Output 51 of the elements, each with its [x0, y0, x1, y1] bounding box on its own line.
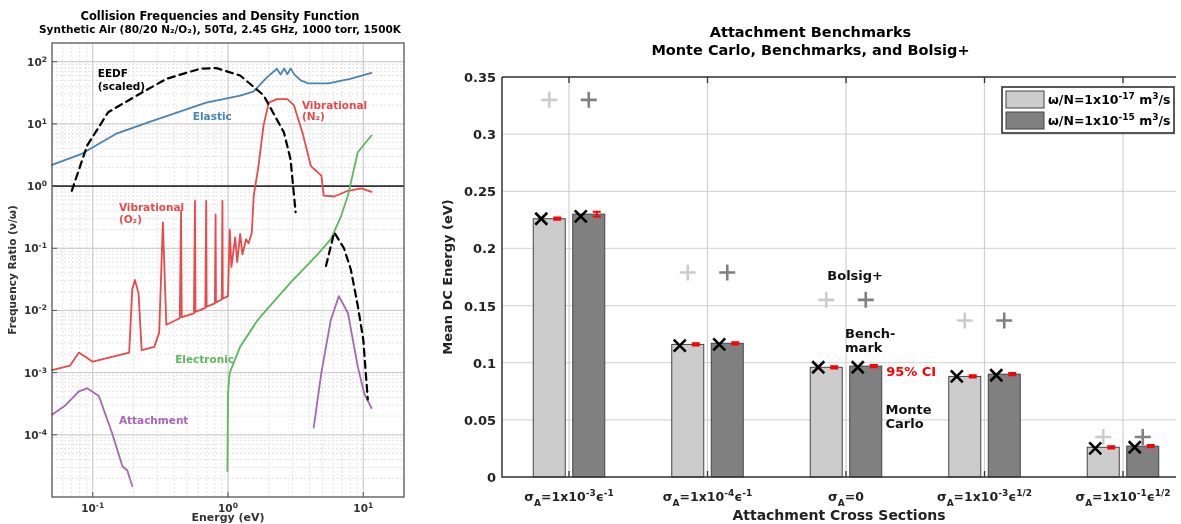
chart-subtitle: Monte Carlo, Benchmarks, and Bolsig+: [651, 42, 970, 58]
chart-subtitle: Synthetic Air (80/20 N₂/O₂), 50Td, 2.45 GHz, 1000 torr, 1500K: [39, 23, 402, 35]
x-tick-label: 10$^{0}$: [218, 500, 238, 514]
y-tick-label: 10$^{0}$: [27, 178, 47, 193]
x-tick-label: σ$_{A}$=1x10$^{-4}$ϵ$^{-1}$: [662, 488, 753, 508]
annotation: Vibrational (O₂): [118, 200, 185, 225]
bar: [710, 342, 744, 478]
legend-label: ω/N=1x10$^{-17}$ m$^{3}$/s: [1048, 91, 1171, 107]
x-tick-label: σ$_{A}$=1x10$^{-1}$ϵ$^{1/2}$: [1075, 488, 1171, 508]
y-tick-label: 0: [486, 470, 496, 485]
y-tick-label: 0.35: [463, 70, 496, 85]
y-tick-label: 0.25: [463, 184, 496, 200]
bar: [849, 365, 883, 478]
y-axis-title: Mean DC Energy (eV): [440, 199, 455, 355]
chart-title: Attachment Benchmarks: [709, 24, 912, 40]
annotation: Bolsig+: [827, 267, 884, 283]
bar: [572, 213, 606, 478]
bar: [948, 375, 982, 478]
x-tick-label: σ$_{A}$=0: [828, 489, 865, 508]
y-tick-label: 0.1: [472, 355, 496, 371]
y-tick-label: 10$^{2}$: [27, 54, 47, 68]
x-axis-title: Energy (eV): [191, 511, 265, 524]
annotation: Vibrational (N₂): [301, 98, 368, 123]
series-label: EEDF (scaled): [97, 67, 146, 93]
bar: [987, 373, 1021, 478]
y-tick-label: 0.3: [472, 127, 496, 143]
series-label: Attachment: [118, 414, 189, 427]
y-tick-label: 0.15: [463, 298, 496, 314]
y-tick-label: 10$^{-4}$: [23, 427, 47, 441]
x-tick-label: σ$_{A}$=1x10$^{-3}$ϵ$^{1/2}$: [936, 488, 1033, 508]
bar: [671, 343, 705, 478]
annotation: Monte Carlo: [885, 402, 932, 432]
legend-label: ω/N=1x10$^{-15}$ m$^{3}$/s: [1048, 112, 1171, 128]
y-tick-label: 10$^{-2}$: [23, 302, 47, 317]
annotation: Bench-mark: [845, 326, 896, 356]
series-label: Elastic: [192, 110, 232, 123]
y-tick-label: 0.05: [463, 412, 496, 428]
chart-title: Collision Frequencies and Density Function: [80, 9, 360, 23]
series-label: Electronic: [175, 353, 235, 366]
x-axis-title: Attachment Cross Sections: [732, 507, 946, 523]
y-tick-label: 0.2: [472, 241, 496, 257]
y-tick-label: 10$^{-3}$: [23, 365, 47, 379]
y-tick-label: 10$^{-1}$: [23, 240, 47, 255]
y-axis-title: Frequency Ratio (ν/ω): [6, 205, 18, 335]
bar: [532, 218, 566, 478]
x-tick-label: 10$^{-1}$: [81, 500, 105, 514]
x-tick-label: σ$_{A}$=1x10$^{-3}$ϵ$^{-1}$: [524, 488, 614, 508]
annotation: 95% CI: [886, 364, 937, 379]
bar: [809, 366, 843, 478]
y-tick-label: 10$^{1}$: [27, 116, 47, 130]
x-tick-label: 10$^{1}$: [353, 500, 374, 514]
